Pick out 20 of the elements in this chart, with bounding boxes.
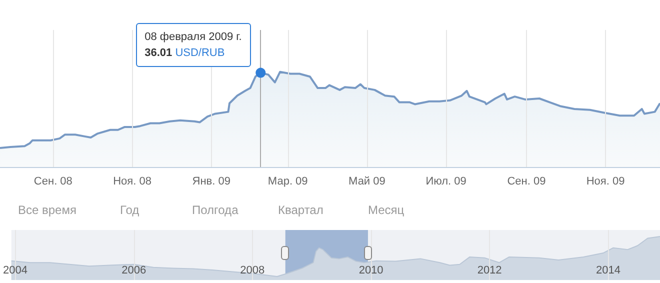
text: Год — [120, 203, 140, 217]
x-tick-label: Мар. 09 — [268, 176, 308, 188]
x-tick-label: Ноя. 09 — [586, 176, 625, 188]
x-tick-label: Июл. 09 — [426, 176, 466, 188]
x-tick-label: 2006 — [122, 264, 146, 276]
x-tick-label: Сен. 09 — [507, 176, 546, 188]
x-tick-label: Ноя. 08 — [113, 176, 152, 188]
x-tick-label: Янв. 09 — [192, 176, 230, 188]
text: Месяц — [368, 203, 404, 217]
x-tick-label: 2010 — [358, 264, 384, 276]
annotation: 08 февраля 2009 г. 36.01 USD/RUB — [144, 30, 242, 59]
x-tick-label: 2014 — [596, 264, 620, 276]
text: Квартал — [278, 203, 324, 217]
x-tick-label: 2012 — [477, 264, 502, 276]
x-tick-label: Сен. 08 — [34, 176, 72, 188]
text: Полгода — [192, 203, 238, 217]
x-tick-label: 2004 — [2, 264, 28, 276]
x-tick-label: Май 09 — [348, 176, 386, 188]
x-tick-label: 2008 — [240, 264, 265, 276]
text: Все время — [18, 203, 76, 217]
